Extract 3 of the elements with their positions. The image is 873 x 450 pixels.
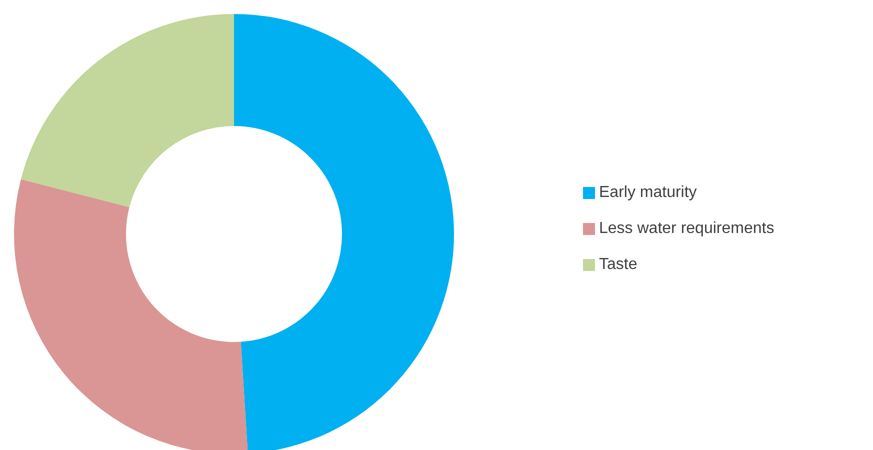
legend-label: Taste: [599, 256, 638, 273]
legend-label: Early maturity: [599, 184, 697, 201]
legend-label: Less water requirements: [599, 220, 774, 237]
